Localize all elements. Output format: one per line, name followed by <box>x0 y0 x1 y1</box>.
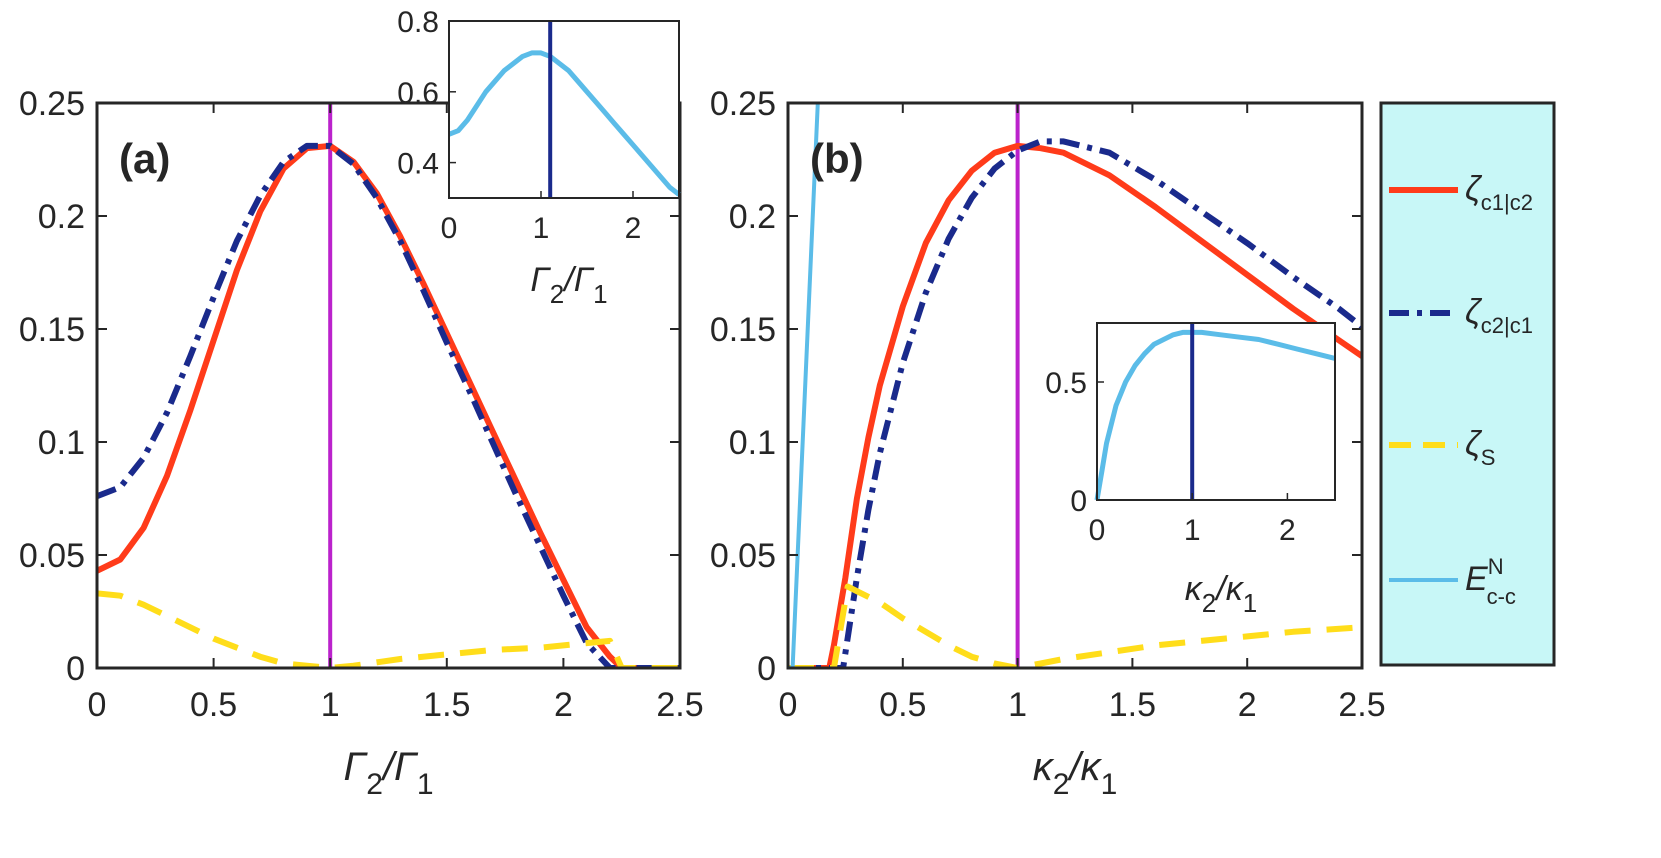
series-line-zeta-c1-c2 <box>788 142 1362 668</box>
x-tick-label: 0 <box>779 686 798 724</box>
y-tick-label: 0.1 <box>38 424 85 462</box>
y-tick-label: 0.1 <box>729 424 776 462</box>
inset-x-tick-label: 1 <box>533 212 550 245</box>
inset-frame <box>1096 322 1336 501</box>
y-tick-label: 0.15 <box>710 311 776 349</box>
x-tick-label: 1 <box>321 686 340 724</box>
x-tick-label: 2 <box>554 686 573 724</box>
inset-y-tick-label: 0.6 <box>397 77 439 110</box>
y-tick-label: 0.2 <box>729 198 776 236</box>
x-axis-label: Γ2/Γ1 <box>343 745 433 801</box>
inset-x-axis-label: Γ2/Γ1 <box>530 261 607 309</box>
series-line-zeta-s <box>788 583 1362 668</box>
x-tick-label: 1.5 <box>423 686 470 724</box>
y-tick-label: 0 <box>757 650 776 688</box>
x-tick-label: 2.5 <box>1338 686 1385 724</box>
legend-label-2: ζS <box>1465 425 1495 470</box>
panel-label: (a) <box>119 135 170 182</box>
x-tick-label: 0 <box>88 686 107 724</box>
inset-y-tick-label: 0.5 <box>1045 367 1087 400</box>
inset-frame <box>448 20 680 199</box>
x-tick-label: 2.5 <box>656 686 703 724</box>
legend-label-3: EN c-c <box>1465 554 1516 609</box>
series-line-entanglement-ecc <box>788 103 820 668</box>
inset-y-tick-label: 0.8 <box>397 6 439 39</box>
inset-b: 0 1 2 0 0.5 κ2/κ1 <box>1045 322 1336 618</box>
inset-x-tick-label: 2 <box>625 212 642 245</box>
series-line-zeta-c2-c1 <box>788 138 1362 668</box>
x-tick-label: 1.5 <box>1109 686 1156 724</box>
inset-a: 0 1 2 0.4 0.6 0.8 Γ2/Γ1 <box>397 6 681 309</box>
axes-frame <box>95 101 682 670</box>
inset-series-line-entanglement-ecc <box>1094 329 1336 501</box>
x-axis-label: κ2/κ1 <box>1033 745 1118 801</box>
inset-x-axis-label: κ2/κ1 <box>1185 570 1257 618</box>
y-tick-label: 0.2 <box>38 198 85 236</box>
inset-x-tick-label: 1 <box>1184 514 1201 547</box>
inset-plot-area <box>1097 323 1335 500</box>
y-tick-label: 0.05 <box>19 537 85 575</box>
legend-box <box>1379 101 1556 667</box>
y-tick-label: 0.05 <box>710 537 776 575</box>
inset-plot-area <box>449 21 679 198</box>
series-line-zeta-c2-c1 <box>97 142 680 668</box>
y-tick-label: 0 <box>66 650 85 688</box>
legend-label-1: ζc2|c1 <box>1465 293 1533 338</box>
y-tick-label: 0.15 <box>19 311 85 349</box>
axes-frame <box>786 101 1364 670</box>
inset-x-tick-label: 0 <box>1089 514 1106 547</box>
inset-x-tick-label: 0 <box>441 212 458 245</box>
y-tick-label: 0.25 <box>19 85 85 123</box>
inset-y-tick-label: 0.4 <box>397 148 439 181</box>
inset-y-tick-label: 0 <box>1070 485 1087 518</box>
x-tick-label: 0.5 <box>879 686 926 724</box>
x-tick-label: 0.5 <box>190 686 237 724</box>
x-tick-label: 1 <box>1008 686 1027 724</box>
inset-x-tick-label: 2 <box>1279 514 1296 547</box>
series-group <box>788 103 1362 668</box>
legend: ζc1|c2 ζc2|c1 ζS EN c-c <box>1379 101 1556 667</box>
x-tick-label: 2 <box>1238 686 1257 724</box>
inset-series-line-entanglement-ecc <box>448 50 681 197</box>
y-tick-label: 0.25 <box>710 85 776 123</box>
panel-label: (b) <box>810 135 864 182</box>
legend-label-0: ζc1|c2 <box>1465 170 1533 215</box>
